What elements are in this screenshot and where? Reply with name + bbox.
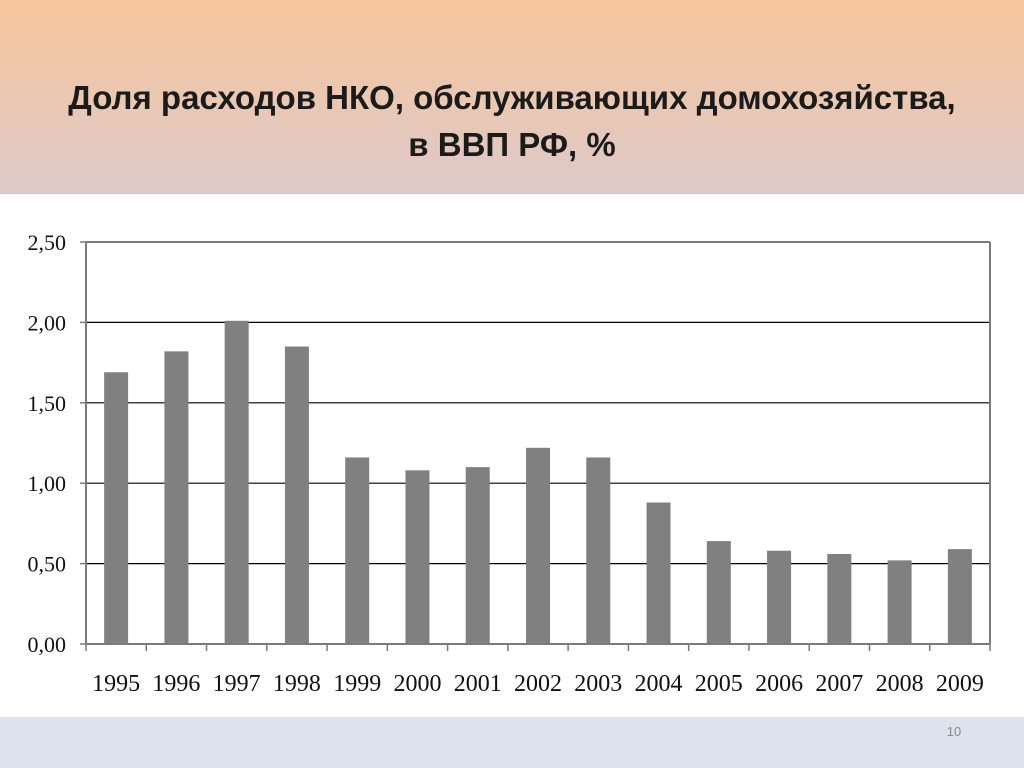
chart-panel: 0,00 0,50 1,00 1,50 2,00 2,50 1995 1996 1997 1998…: [0, 193, 1024, 717]
y-tick-label: 1,50: [28, 391, 67, 416]
bar-1999: [345, 457, 370, 644]
x-tick-label: 2007: [815, 671, 863, 697]
x-tick-label: 2002: [514, 671, 562, 697]
tick-labels: 0,00 0,50 1,00 1,50 2,00 2,50 1995 1996 1997 1998…: [28, 230, 984, 697]
bar-2000: [405, 470, 430, 644]
bar-2009: [947, 549, 972, 644]
x-tick-label: 2006: [755, 671, 803, 697]
x-tick-label: 2001: [454, 671, 502, 697]
slide-title-line-2: в ВВП РФ, %: [408, 126, 616, 163]
bar-1997: [224, 320, 249, 644]
bar-2008: [887, 560, 912, 644]
x-tick-label: 1998: [273, 671, 321, 697]
y-tick-label: 1,00: [28, 471, 67, 496]
slide-title: Доля расходов НКО, обслуживающих домохоз…: [20, 74, 1004, 168]
x-tick-label: 2000: [393, 671, 441, 697]
y-tick-label: 0,50: [28, 552, 67, 577]
axes: [80, 241, 991, 651]
y-tick-label: 2,00: [28, 310, 67, 335]
slide-title-line-1: Доля расходов НКО, обслуживающих домохоз…: [68, 79, 956, 116]
x-tick-label: 2004: [635, 671, 683, 697]
bar-2007: [827, 553, 852, 644]
x-tick-label: 1996: [152, 671, 200, 697]
y-tick-label: 2,50: [28, 230, 67, 255]
bar-2006: [767, 550, 792, 644]
bar-2005: [706, 541, 731, 644]
bar-2004: [646, 502, 671, 644]
x-tick-label: 1995: [92, 671, 140, 697]
x-tick-label: 1999: [333, 671, 381, 697]
title-band: [0, 0, 1024, 193]
x-tick-label: 2003: [574, 671, 622, 697]
bar-1996: [164, 351, 189, 644]
x-tick-label: 2005: [695, 671, 743, 697]
bar-1995: [104, 372, 129, 644]
x-tick-label: 2009: [936, 671, 984, 697]
bar-2001: [465, 467, 490, 644]
x-tick-label: 2008: [876, 671, 924, 697]
bar-2002: [526, 447, 550, 644]
bars: [104, 320, 972, 644]
bar-2003: [586, 457, 611, 644]
y-tick-label: 0,00: [28, 632, 67, 657]
page-number: 10: [946, 724, 962, 739]
bar-1998: [284, 346, 309, 644]
x-tick-label: 1997: [213, 671, 261, 697]
bar-chart: 0,00 0,50 1,00 1,50 2,00 2,50 1995 1996 1997 1998…: [28, 230, 991, 697]
